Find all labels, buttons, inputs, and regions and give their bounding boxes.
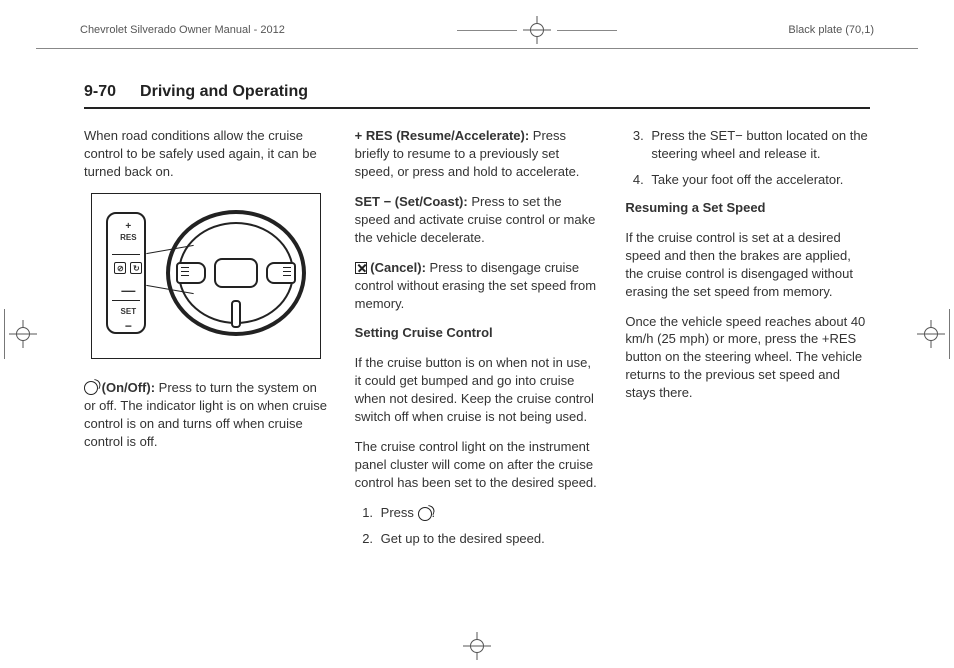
panel-dash: — (114, 286, 142, 294)
setting-p2: The cruise control light on the instrume… (355, 438, 600, 492)
panel-minus: − (114, 318, 142, 335)
step-1: Press . (377, 504, 600, 522)
header-right: Black plate (70,1) (788, 24, 874, 36)
onoff-paragraph: (On/Off): Press to turn the system on or… (84, 379, 329, 451)
section-title: Driving and Operating (140, 83, 308, 101)
resume-p2: Once the vehicle speed reaches about 40 … (625, 313, 870, 403)
res-label: + RES (Resume/Accelerate): (355, 128, 530, 143)
set-label: SET − (Set/Coast): (355, 194, 468, 209)
header-left: Chevrolet Silverado Owner Manual - 2012 (80, 24, 285, 36)
intro-text: When road conditions allow the cruise co… (84, 127, 329, 181)
steering-wheel-figure: + RES ⊘↻ — SET − (91, 193, 321, 359)
step-2: Get up to the desired speed. (377, 530, 600, 548)
cancel-icon (355, 262, 367, 274)
onoff-icon (84, 381, 98, 395)
steering-wheel (166, 210, 306, 336)
step-3: Press the SET− button located on the ste… (647, 127, 870, 163)
res-paragraph: + RES (Resume/Accelerate): Press briefly… (355, 127, 600, 181)
cancel-paragraph: (Cancel): Press to disengage cruise cont… (355, 259, 600, 313)
panel-set: SET (114, 306, 142, 317)
section-header: 9-70 Driving and Operating (84, 83, 870, 109)
page-number: 9-70 (84, 83, 116, 101)
resume-p1: If the cruise control is set at a desire… (625, 229, 870, 301)
step1-a: Press (381, 505, 418, 520)
registration-mark-bottom (463, 632, 491, 660)
print-header: Chevrolet Silverado Owner Manual - 2012 … (0, 0, 954, 44)
registration-mark-top (457, 16, 617, 44)
steps-list-b: Press the SET− button located on the ste… (625, 127, 870, 189)
resume-heading: Resuming a Set Speed (625, 199, 870, 217)
column-2: + RES (Resume/Accelerate): Press briefly… (355, 127, 600, 558)
registration-mark-left (4, 309, 37, 359)
panel-mid-icons: ⊘↻ (114, 262, 142, 274)
setting-heading: Setting Cruise Control (355, 324, 600, 342)
registration-mark-right (917, 309, 950, 359)
panel-res: RES (114, 232, 142, 243)
onoff-label: (On/Off): (102, 380, 155, 395)
step-4: Take your foot off the accelerator. (647, 171, 870, 189)
steps-list-a: Press . Get up to the desired speed. (355, 504, 600, 548)
control-panel: + RES ⊘↻ — SET − (106, 212, 146, 334)
setting-p1: If the cruise button is on when not in u… (355, 354, 600, 426)
cancel-label: (Cancel): (370, 260, 426, 275)
column-1: When road conditions allow the cruise co… (84, 127, 329, 558)
set-paragraph: SET − (Set/Coast): Press to set the spee… (355, 193, 600, 247)
content-columns: When road conditions allow the cruise co… (84, 127, 870, 558)
page-body: 9-70 Driving and Operating When road con… (0, 49, 954, 578)
onoff-icon-inline (418, 507, 432, 521)
column-3: Press the SET− button located on the ste… (625, 127, 870, 558)
